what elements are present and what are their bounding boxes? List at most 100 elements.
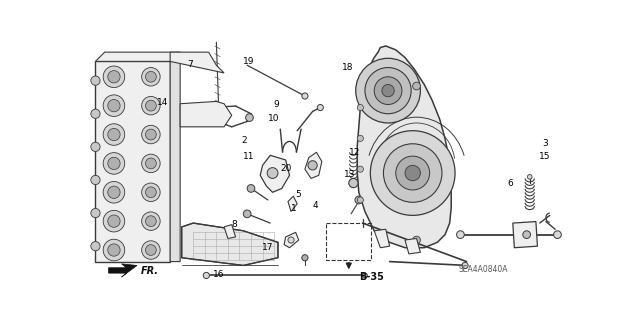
Text: 1: 1	[291, 204, 296, 213]
Circle shape	[357, 135, 364, 141]
Circle shape	[108, 157, 120, 170]
Text: B-35: B-35	[359, 272, 383, 282]
Circle shape	[145, 158, 156, 169]
Circle shape	[523, 231, 531, 239]
Text: 2: 2	[241, 136, 247, 145]
Circle shape	[103, 152, 125, 174]
Circle shape	[554, 231, 561, 239]
Text: 10: 10	[268, 114, 280, 122]
Text: 6: 6	[508, 179, 513, 188]
Circle shape	[141, 212, 160, 230]
Circle shape	[108, 215, 120, 227]
Text: 12: 12	[349, 148, 361, 157]
Text: 14: 14	[157, 98, 168, 107]
Circle shape	[308, 161, 317, 170]
Circle shape	[145, 71, 156, 82]
Circle shape	[383, 144, 442, 202]
Circle shape	[103, 239, 125, 261]
Text: 13: 13	[344, 170, 356, 179]
Circle shape	[145, 245, 156, 256]
Circle shape	[396, 156, 429, 190]
Circle shape	[527, 174, 532, 179]
Circle shape	[108, 100, 120, 112]
Circle shape	[141, 241, 160, 259]
Circle shape	[462, 262, 468, 269]
Polygon shape	[180, 101, 232, 127]
Circle shape	[141, 96, 160, 115]
Circle shape	[374, 77, 402, 105]
Circle shape	[108, 186, 120, 198]
Polygon shape	[305, 152, 322, 178]
Text: FR.: FR.	[141, 266, 159, 276]
Circle shape	[103, 182, 125, 203]
Polygon shape	[95, 61, 170, 262]
Circle shape	[145, 100, 156, 111]
Circle shape	[405, 165, 420, 181]
Circle shape	[103, 124, 125, 145]
Circle shape	[103, 95, 125, 116]
Circle shape	[357, 197, 364, 203]
Circle shape	[356, 58, 420, 123]
Circle shape	[363, 273, 367, 278]
Circle shape	[204, 272, 209, 278]
Circle shape	[91, 175, 100, 185]
Polygon shape	[260, 155, 289, 192]
Polygon shape	[224, 225, 236, 239]
Circle shape	[302, 255, 308, 261]
Text: SEA4A0840A: SEA4A0840A	[459, 265, 508, 274]
Polygon shape	[95, 52, 180, 61]
Circle shape	[247, 185, 255, 192]
Circle shape	[246, 114, 253, 122]
Text: 7: 7	[187, 60, 193, 69]
Circle shape	[91, 208, 100, 218]
Text: 19: 19	[243, 57, 255, 66]
Circle shape	[302, 93, 308, 99]
Text: 3: 3	[542, 139, 548, 148]
Text: 4: 4	[313, 201, 319, 210]
Polygon shape	[170, 52, 180, 262]
Circle shape	[141, 154, 160, 173]
Circle shape	[382, 85, 394, 97]
Circle shape	[355, 196, 363, 204]
Polygon shape	[182, 223, 278, 265]
Circle shape	[103, 210, 125, 232]
Circle shape	[267, 168, 278, 178]
Circle shape	[456, 231, 464, 239]
Text: 15: 15	[539, 152, 550, 161]
Circle shape	[357, 105, 364, 111]
Text: 16: 16	[213, 270, 225, 278]
Circle shape	[349, 178, 358, 188]
Circle shape	[145, 187, 156, 198]
Circle shape	[91, 142, 100, 152]
Text: 5: 5	[296, 190, 301, 199]
Polygon shape	[109, 264, 137, 277]
Circle shape	[371, 131, 455, 215]
Circle shape	[103, 66, 125, 87]
Circle shape	[317, 105, 323, 111]
Circle shape	[141, 125, 160, 144]
Circle shape	[141, 68, 160, 86]
Polygon shape	[288, 196, 297, 211]
Polygon shape	[405, 239, 420, 254]
Circle shape	[357, 166, 364, 172]
Polygon shape	[513, 221, 538, 248]
Circle shape	[288, 237, 294, 243]
Circle shape	[413, 82, 420, 90]
Circle shape	[91, 109, 100, 118]
Circle shape	[141, 183, 160, 202]
Circle shape	[216, 105, 221, 110]
Text: 18: 18	[342, 63, 353, 72]
Polygon shape	[170, 52, 224, 73]
Circle shape	[413, 236, 420, 244]
Circle shape	[108, 70, 120, 83]
Circle shape	[145, 129, 156, 140]
Polygon shape	[374, 229, 390, 248]
Polygon shape	[357, 46, 451, 248]
Text: 8: 8	[232, 220, 237, 229]
Circle shape	[243, 210, 251, 218]
Text: 20: 20	[280, 164, 292, 173]
Circle shape	[365, 68, 411, 114]
Circle shape	[91, 76, 100, 85]
Circle shape	[145, 216, 156, 226]
Circle shape	[108, 244, 120, 256]
